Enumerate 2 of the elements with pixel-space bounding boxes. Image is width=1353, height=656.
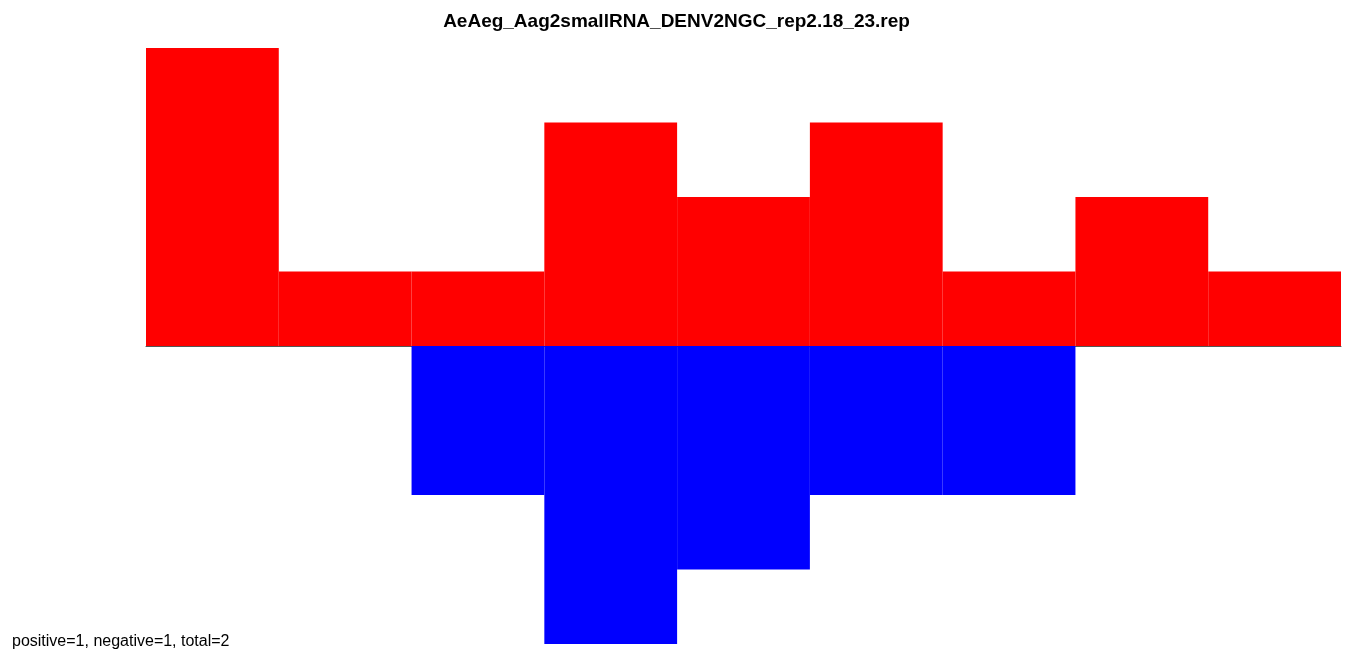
annotation: positive=1, negative=1, total=2: [12, 631, 230, 649]
chart-title: AeAeg_Aag2smallRNA_DENV2NGC_rep2.18_23.rep: [443, 10, 910, 31]
